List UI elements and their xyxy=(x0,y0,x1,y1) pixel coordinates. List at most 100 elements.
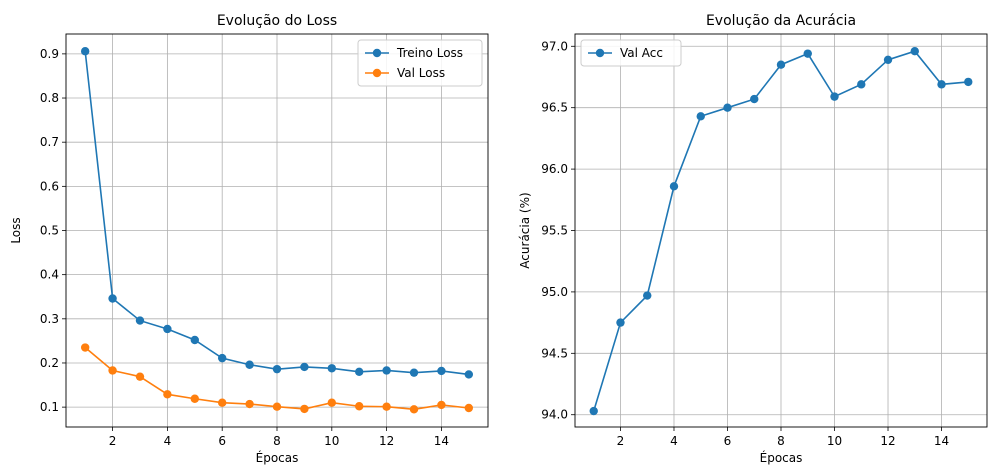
y-tick-label: 94.0 xyxy=(541,408,568,422)
plot-frame xyxy=(65,33,489,428)
legend-swatch-marker xyxy=(372,68,382,78)
y-tick-label: 0.6 xyxy=(40,179,59,193)
legend-label: Val Loss xyxy=(397,66,445,80)
data-point xyxy=(723,103,732,112)
x-tick-label: 14 xyxy=(934,434,949,448)
data-point xyxy=(589,406,598,416)
legend-frame xyxy=(357,39,483,87)
series-val-acc xyxy=(589,46,973,416)
data-point xyxy=(190,335,199,345)
x-tick-label: 12 xyxy=(379,434,394,448)
data-point xyxy=(108,366,117,375)
x-tick-label: 12 xyxy=(880,434,895,448)
grid xyxy=(66,34,488,427)
data-point xyxy=(830,92,839,101)
data-point xyxy=(964,77,973,87)
data-point xyxy=(382,366,391,375)
chart-title: Evolução do Loss xyxy=(217,13,337,29)
y-tick-label: 0.1 xyxy=(40,400,59,414)
data-point xyxy=(696,112,705,121)
loss-chart: 2 4 6 8 10 12 14 0.1 0.2 0.3 0.4 0.5 0.6 0.7 0.8 0.9 Evo… xyxy=(9,13,489,465)
y-tick-label: 0.9 xyxy=(40,47,59,61)
y-tick-label: 97.0 xyxy=(541,39,568,53)
data-point xyxy=(437,400,446,410)
x-tick-label: 6 xyxy=(724,434,732,448)
y-tick-label: 94.5 xyxy=(541,346,568,360)
data-point xyxy=(327,364,337,373)
plot-frame xyxy=(574,33,988,428)
data-point xyxy=(616,318,625,327)
x-tick-label: 8 xyxy=(777,434,785,448)
chart-title: Evolução da Acurácia xyxy=(706,13,856,29)
data-point xyxy=(245,399,254,409)
data-point xyxy=(80,47,90,56)
x-tick-label: 10 xyxy=(324,434,339,448)
data-point xyxy=(245,360,254,369)
data-point xyxy=(382,402,391,411)
x-axis-label: Épocas xyxy=(760,450,803,465)
x-tick-label: 2 xyxy=(109,434,117,448)
data-point xyxy=(464,370,474,379)
data-point xyxy=(190,394,199,403)
x-axis: 2 4 6 8 10 12 14 xyxy=(617,427,949,448)
data-point xyxy=(300,362,309,372)
data-point xyxy=(108,294,117,303)
data-point xyxy=(163,324,172,334)
data-point xyxy=(464,403,474,413)
data-point xyxy=(272,402,282,411)
x-tick-label: 10 xyxy=(827,434,842,448)
data-point xyxy=(300,404,309,414)
legend-item: Val Loss xyxy=(365,66,445,80)
x-tick-label: 8 xyxy=(273,434,281,448)
y-axis: 0.1 0.2 0.3 0.4 0.5 0.6 0.7 0.8 0.9 xyxy=(40,47,66,414)
y-tick-label: 96.0 xyxy=(541,162,568,176)
y-tick-label: 0.5 xyxy=(40,224,59,238)
legend-label: Val Acc xyxy=(620,46,663,60)
x-tick-label: 4 xyxy=(164,434,172,448)
x-tick-label: 2 xyxy=(617,434,625,448)
data-point xyxy=(857,80,866,89)
x-tick-label: 14 xyxy=(434,434,449,448)
y-tick-label: 0.3 xyxy=(40,312,59,326)
data-point xyxy=(355,402,364,411)
y-tick-label: 96.5 xyxy=(541,101,568,115)
y-tick-label: 0.8 xyxy=(40,91,59,105)
legend-frame xyxy=(580,39,682,67)
data-point xyxy=(80,343,90,352)
data-point xyxy=(217,398,227,407)
legend-swatch-marker xyxy=(372,48,382,58)
y-axis-label: Loss xyxy=(9,217,23,243)
data-point xyxy=(776,60,786,69)
data-point xyxy=(883,55,893,64)
y-tick-label: 95.0 xyxy=(541,285,568,299)
legend-item: Val Acc xyxy=(588,46,663,60)
data-point xyxy=(217,353,227,363)
y-tick-label: 95.5 xyxy=(541,224,568,238)
data-point xyxy=(437,366,446,376)
series-val-loss xyxy=(80,343,474,414)
y-tick-label: 0.4 xyxy=(40,268,59,282)
legend-swatch-marker xyxy=(595,48,605,58)
legend-item: Treino Loss xyxy=(365,46,463,60)
accuracy-chart: 2 4 6 8 10 12 14 94.0 94.5 95.0 95.5 96.0 96.5 97.0 Ev… xyxy=(518,13,988,465)
data-point xyxy=(327,398,337,407)
data-point xyxy=(643,291,652,300)
data-point xyxy=(272,364,282,374)
data-point xyxy=(803,49,812,58)
series-treino-loss xyxy=(80,47,474,379)
legend: Treino Loss Val Loss xyxy=(357,39,483,87)
y-tick-label: 0.2 xyxy=(40,356,59,370)
y-axis-label: Acurácia (%) xyxy=(518,192,532,268)
data-point xyxy=(409,368,419,377)
legend-label: Treino Loss xyxy=(396,46,463,60)
data-point xyxy=(163,390,172,399)
x-tick-label: 6 xyxy=(218,434,226,448)
grid xyxy=(575,34,987,427)
data-point xyxy=(910,46,919,56)
y-axis: 94.0 94.5 95.0 95.5 96.0 96.5 97.0 xyxy=(541,39,575,422)
data-point xyxy=(135,316,145,325)
data-point xyxy=(409,405,419,414)
data-point xyxy=(937,80,946,89)
data-point xyxy=(355,367,364,377)
